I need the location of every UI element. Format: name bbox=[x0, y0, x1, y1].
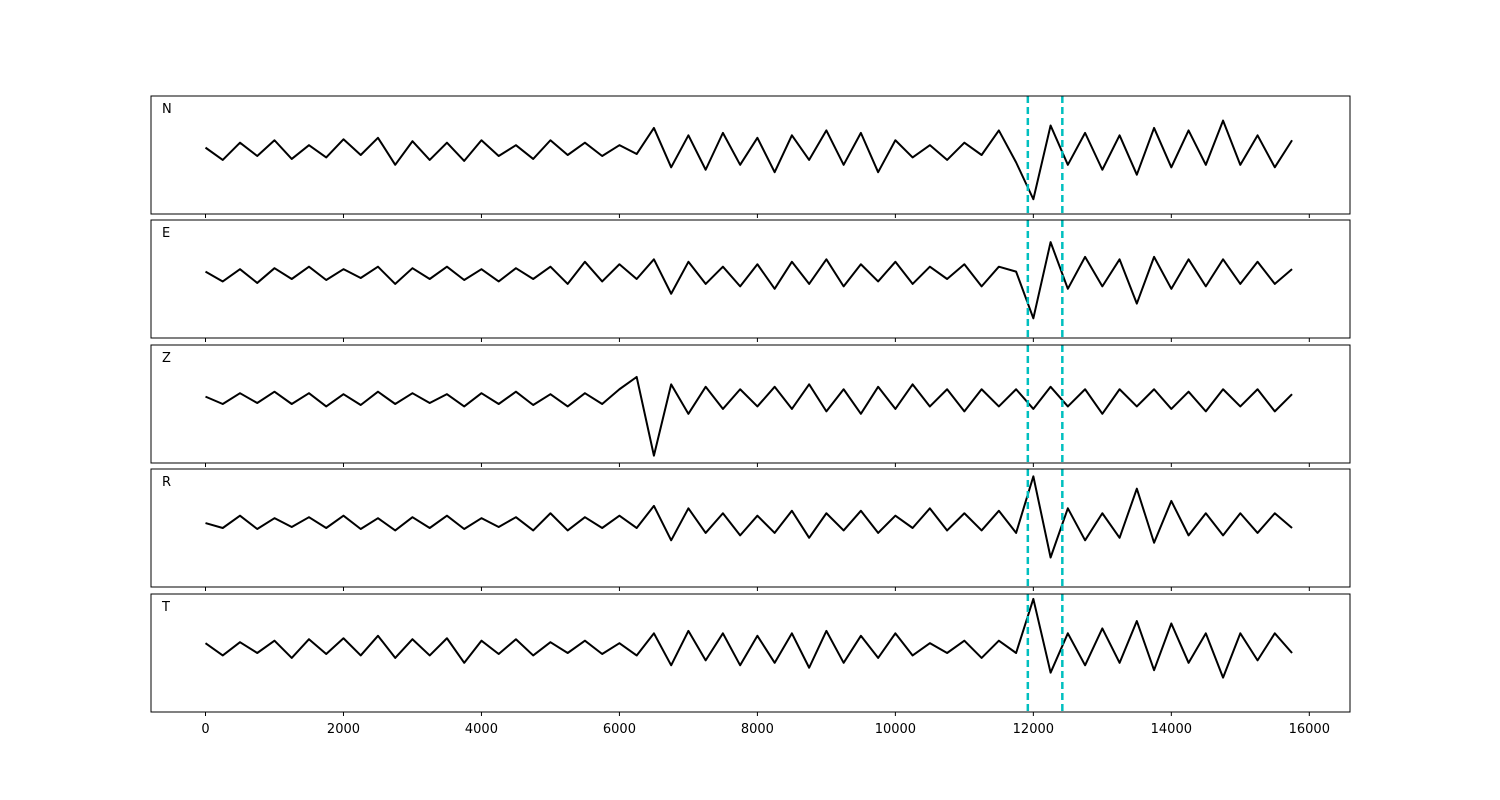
waveform bbox=[204, 597, 1293, 679]
panel: E bbox=[150, 219, 1351, 342]
waveform bbox=[205, 475, 1293, 559]
channel-label: R bbox=[162, 475, 171, 490]
x-tick-label: 0 bbox=[201, 722, 209, 737]
panel-frame bbox=[150, 468, 1351, 588]
channel-label: N bbox=[162, 102, 172, 117]
x-tick-label: 12000 bbox=[1013, 722, 1054, 737]
waveform bbox=[205, 241, 1293, 320]
x-tick-label: 10000 bbox=[875, 722, 916, 737]
panel: N bbox=[150, 95, 1351, 218]
x-tick-label: 6000 bbox=[603, 722, 636, 737]
channel-label: T bbox=[161, 600, 170, 615]
panel-frame bbox=[150, 593, 1351, 713]
x-tick-label: 16000 bbox=[1289, 722, 1330, 737]
panel-frame bbox=[150, 95, 1351, 215]
x-tick-label: 2000 bbox=[327, 722, 360, 737]
x-tick-label: 4000 bbox=[465, 722, 498, 737]
x-tick-label: 14000 bbox=[1151, 722, 1192, 737]
x-tick-label: 8000 bbox=[741, 722, 774, 737]
panel-frame bbox=[150, 219, 1351, 339]
panel: T 0 2000 4000 6000 8000 10000 12000 14000 16000 bbox=[150, 593, 1351, 737]
channel-label: E bbox=[162, 226, 170, 241]
panel: R bbox=[150, 468, 1351, 591]
channel-label: Z bbox=[162, 351, 171, 366]
waveform bbox=[205, 375, 1293, 457]
waveform bbox=[204, 119, 1293, 201]
panel: Z bbox=[150, 344, 1351, 467]
panel-frame bbox=[150, 344, 1351, 464]
